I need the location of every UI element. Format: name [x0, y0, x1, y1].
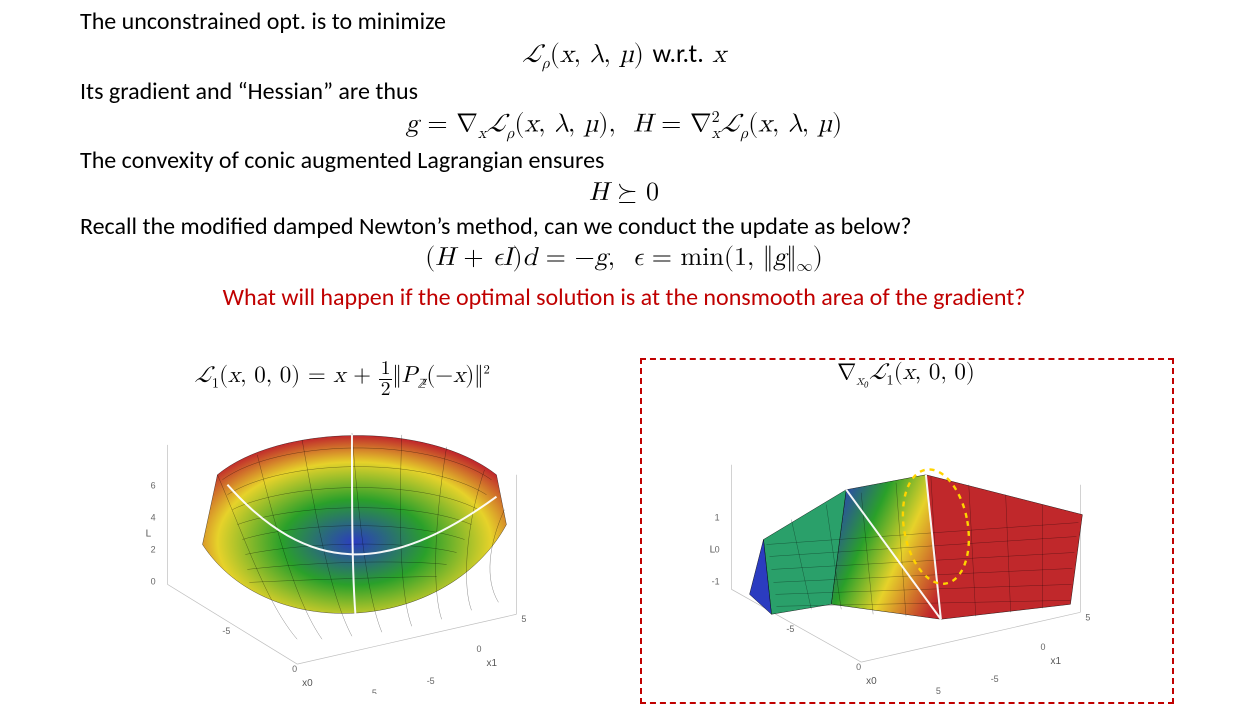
equation-objective: ℒρ(x, λ, µ) w.r.t. x — [80, 39, 1168, 74]
svg-text:-1: -1 — [712, 576, 720, 586]
svg-text:-5: -5 — [991, 674, 999, 684]
axis-y-label: x1 — [487, 658, 498, 669]
svg-text:0: 0 — [1041, 642, 1046, 652]
svg-text:-5: -5 — [786, 624, 794, 634]
svg-text:0: 0 — [856, 662, 861, 672]
equation-grad-hess: g = ∇xℒρ(x, λ, µ), H = ∇2xℒρ(x, λ, µ) — [80, 109, 1168, 143]
svg-text:5: 5 — [936, 686, 941, 694]
plot-right-svg: -1 0 1 L -5 0 5 x0 -5 0 5 x1 — [684, 405, 1128, 694]
axis-z-label: L — [146, 529, 152, 540]
svg-text:0: 0 — [292, 664, 297, 674]
svg-text:0: 0 — [151, 576, 156, 586]
axis-x-label-right: x0 — [866, 676, 877, 687]
svg-text:5: 5 — [521, 614, 526, 624]
equation-psd: H ⪰ 0 — [80, 179, 1168, 209]
text-line-2: Its gradient and “Hessian” are thus — [80, 76, 1168, 107]
plot-left-svg: 0 2 4 6 L -5 0 5 x0 -5 0 5 — [120, 405, 564, 694]
svg-text:0: 0 — [477, 644, 482, 654]
text-line-1: The unconstrained opt. is to minimize — [80, 6, 1168, 37]
svg-text:2: 2 — [151, 544, 156, 554]
svg-text:-5: -5 — [222, 626, 230, 636]
axis-y-label-right: x1 — [1051, 656, 1062, 667]
svg-text:0: 0 — [715, 544, 720, 554]
figure-right-caption: ∇x₀ℒ1(x, 0, 0) — [644, 359, 1168, 390]
red-question: What will happen if the optimal solution… — [80, 282, 1168, 313]
figure-row: ℒ1(x, 0, 0) = x + 12‖Pℤ²(−x)‖2 — [80, 357, 1168, 702]
axis-z-label-right: L — [710, 544, 716, 555]
svg-text:5: 5 — [1085, 612, 1090, 622]
svg-text:6: 6 — [151, 481, 156, 491]
svg-text:-5: -5 — [427, 676, 435, 686]
slide-root: The unconstrained opt. is to minimize ℒρ… — [0, 0, 1248, 714]
svg-text:4: 4 — [151, 513, 156, 523]
figure-left-caption: ℒ1(x, 0, 0) = x + 12‖Pℤ²(−x)‖2 — [80, 359, 604, 399]
svg-text:1: 1 — [715, 513, 720, 523]
figure-left: ℒ1(x, 0, 0) = x + 12‖Pℤ²(−x)‖2 — [80, 357, 604, 702]
equation-newton: (H + ϵI)d = −g, ϵ = min(1, ‖g‖∞) — [80, 244, 1168, 277]
figure-right: ∇x₀ℒ1(x, 0, 0) — [644, 357, 1168, 702]
axis-x-label: x0 — [302, 678, 313, 689]
text-line-4: Recall the modified damped Newton’s meth… — [80, 211, 1168, 242]
text-line-3: The convexity of conic augmented Lagrang… — [80, 145, 1168, 176]
svg-text:5: 5 — [372, 688, 377, 694]
